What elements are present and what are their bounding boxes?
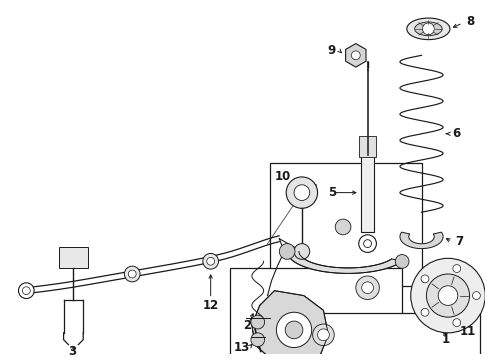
- Circle shape: [318, 329, 329, 341]
- Bar: [359, 136, 376, 157]
- Text: 10: 10: [275, 170, 292, 183]
- Text: 7: 7: [456, 235, 464, 248]
- Circle shape: [438, 286, 458, 305]
- Circle shape: [203, 253, 219, 269]
- Circle shape: [422, 23, 434, 35]
- Bar: [289, 313, 480, 360]
- Circle shape: [364, 240, 371, 248]
- Circle shape: [19, 283, 34, 298]
- Ellipse shape: [415, 22, 442, 36]
- Circle shape: [124, 266, 140, 282]
- Text: 5: 5: [328, 186, 337, 199]
- Circle shape: [294, 185, 310, 201]
- Polygon shape: [400, 232, 443, 249]
- Circle shape: [472, 292, 480, 300]
- Bar: [59, 247, 88, 268]
- Circle shape: [421, 309, 429, 316]
- Ellipse shape: [407, 18, 450, 40]
- Circle shape: [207, 257, 215, 265]
- Circle shape: [453, 319, 461, 327]
- Circle shape: [362, 282, 373, 294]
- Circle shape: [335, 219, 351, 235]
- Text: 9: 9: [327, 44, 336, 57]
- Circle shape: [294, 244, 310, 259]
- Circle shape: [453, 265, 461, 273]
- Circle shape: [313, 324, 334, 346]
- Text: 1: 1: [442, 333, 450, 346]
- Polygon shape: [287, 251, 402, 273]
- Circle shape: [285, 321, 303, 339]
- Circle shape: [411, 258, 485, 333]
- Circle shape: [359, 235, 376, 252]
- Polygon shape: [345, 44, 366, 67]
- Circle shape: [276, 312, 312, 347]
- Polygon shape: [252, 291, 328, 360]
- Bar: [270, 163, 421, 286]
- Circle shape: [279, 244, 295, 259]
- Text: 8: 8: [466, 14, 475, 27]
- Text: 3: 3: [68, 345, 76, 358]
- Circle shape: [286, 177, 318, 208]
- Circle shape: [356, 276, 379, 300]
- Text: 2: 2: [243, 319, 251, 332]
- Text: 11: 11: [459, 325, 475, 338]
- Circle shape: [351, 51, 360, 60]
- Text: 4: 4: [310, 183, 318, 196]
- Bar: [361, 156, 374, 232]
- Circle shape: [251, 315, 265, 329]
- Circle shape: [426, 274, 469, 317]
- Circle shape: [128, 270, 136, 278]
- Circle shape: [395, 255, 409, 268]
- Circle shape: [421, 275, 429, 283]
- Circle shape: [23, 287, 30, 294]
- Text: 6: 6: [453, 127, 461, 140]
- Bar: [230, 268, 402, 360]
- Circle shape: [251, 333, 265, 347]
- Text: 12: 12: [202, 299, 219, 312]
- Text: 13: 13: [234, 341, 250, 354]
